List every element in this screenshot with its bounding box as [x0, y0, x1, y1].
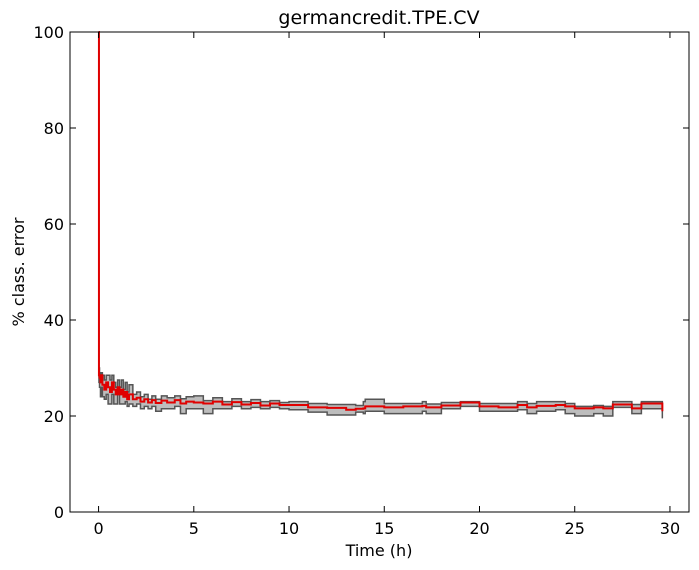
y-axis-title: % class. error: [9, 217, 28, 326]
x-tick-label: 25: [565, 519, 585, 538]
x-tick-label: 30: [660, 519, 680, 538]
y-tick-label: 100: [33, 23, 64, 42]
y-tick-label: 40: [44, 311, 64, 330]
x-tick-label: 20: [469, 519, 489, 538]
x-axis-ticks: 0 5 10 15 20 25 30: [93, 32, 680, 538]
y-tick-label: 80: [44, 119, 64, 138]
x-tick-label: 0: [93, 519, 103, 538]
plot-area: [69, 31, 690, 513]
x-axis-title: Time (h): [345, 541, 413, 560]
chart-title: germancredit.TPE.CV: [278, 7, 479, 29]
error-band: [98, 31, 664, 419]
y-tick-label: 20: [44, 407, 64, 426]
mean-line: [97, 31, 664, 412]
y-tick-label: 0: [54, 503, 64, 522]
x-tick-label: 5: [189, 519, 199, 538]
x-tick-label: 10: [279, 519, 299, 538]
plot-frame: [69, 31, 690, 513]
y-axis-ticks: 0 20 40 60 80 100: [33, 23, 689, 522]
y-tick-label: 60: [44, 215, 64, 234]
x-tick-label: 15: [374, 519, 394, 538]
